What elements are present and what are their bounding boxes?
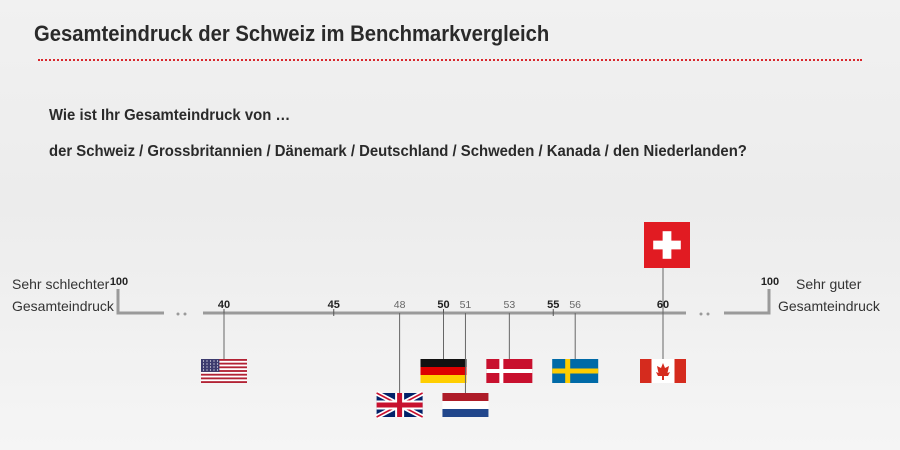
- marker-canada: [640, 313, 686, 383]
- question-line-2: der Schweiz / Grossbritannien / Dänemark…: [49, 143, 747, 160]
- right-scale-label-line1: Sehr guter: [796, 276, 862, 292]
- netherlands-flag-icon: [442, 393, 489, 417]
- value-label: 51: [460, 299, 472, 311]
- marker-switzerland: [644, 222, 690, 313]
- germany-flag-icon: [420, 359, 467, 383]
- value-label: 53: [504, 299, 516, 311]
- title-divider: [38, 59, 862, 61]
- right-end-value: 100: [761, 276, 779, 288]
- left-end-value: 100: [110, 276, 128, 288]
- marker-uk: 48: [375, 299, 424, 420]
- marker-sweden: 56: [552, 299, 599, 383]
- value-label: 56: [569, 299, 581, 311]
- left-scale-label: Sehr schlechter Gesamteindruck: [12, 273, 114, 317]
- left-scale-label-line2: Gesamteindruck: [12, 298, 114, 314]
- page-title: Gesamteindruck der Schweiz im Benchmarkv…: [34, 21, 550, 46]
- country-markers: 48 51 53 56: [201, 222, 690, 420]
- right-scale-label-line2: Gesamteindruck: [778, 298, 880, 314]
- axis-tick-label-55: 55: [547, 299, 559, 311]
- right-scale-label: Sehr guter Gesamteindruck: [778, 273, 880, 317]
- switzerland-flag-icon: [644, 222, 690, 268]
- axis-tick-label-40: 40: [218, 299, 230, 311]
- right-end-bracket: [724, 289, 771, 315]
- axis-tick-label-45: 45: [328, 299, 340, 311]
- value-label: 48: [394, 299, 406, 311]
- marker-us: [201, 313, 247, 383]
- right-gap-dots: [699, 312, 710, 316]
- marker-netherlands: 51: [442, 299, 489, 417]
- left-gap-dots: [176, 312, 187, 316]
- axis-tick-label-50: 50: [437, 299, 449, 311]
- scale-axis: 100 100: [110, 276, 779, 316]
- marker-denmark: 53: [486, 299, 533, 383]
- question-line-1: Wie ist Ihr Gesamteindruck von …: [49, 107, 291, 124]
- sweden-flag-icon: [552, 359, 599, 383]
- us-flag-icon: [201, 359, 247, 383]
- canada-flag-icon: [640, 359, 686, 383]
- uk-flag-icon: [375, 390, 424, 420]
- denmark-flag-icon: [486, 359, 533, 383]
- left-end-bracket: [116, 289, 164, 315]
- left-scale-label-line1: Sehr schlechter: [12, 276, 110, 292]
- marker-germany: [420, 313, 467, 383]
